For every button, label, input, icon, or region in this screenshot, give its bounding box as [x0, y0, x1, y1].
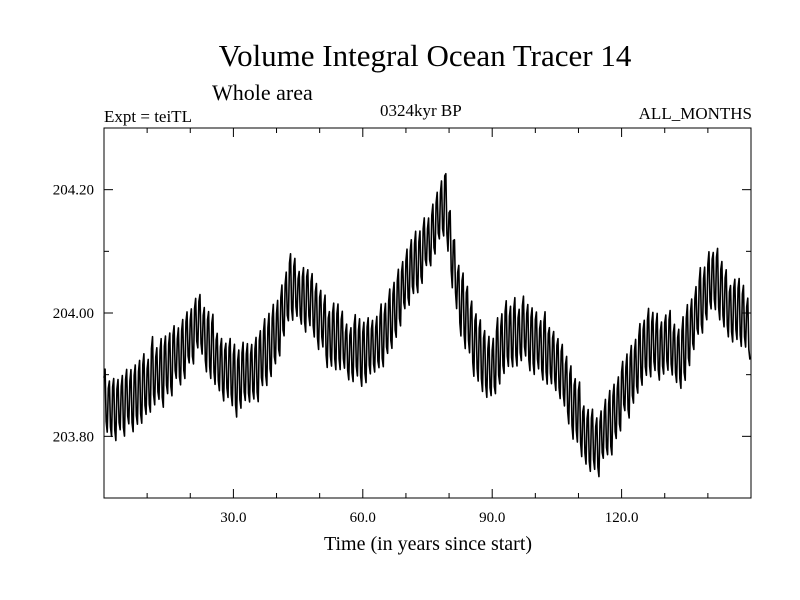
- period-label: 0324kyr BP: [380, 101, 462, 120]
- y-tick-label: 204.00: [53, 306, 94, 322]
- y-tick-label: 203.80: [53, 429, 94, 445]
- x-tick-label: 120.0: [605, 510, 639, 526]
- series-line: [103, 172, 751, 478]
- chart-subtitle: Whole area: [212, 80, 313, 105]
- x-tick-label: 30.0: [220, 510, 246, 526]
- x-tick-label: 60.0: [350, 510, 376, 526]
- y-tick-label: 204.20: [53, 183, 94, 199]
- experiment-label: Expt = teiTL: [104, 107, 192, 126]
- chart-title: Volume Integral Ocean Tracer 14: [218, 38, 632, 73]
- months-label: ALL_MONTHS: [638, 104, 752, 123]
- x-tick-label: 90.0: [479, 510, 505, 526]
- x-axis-label: Time (in years since start): [323, 533, 533, 555]
